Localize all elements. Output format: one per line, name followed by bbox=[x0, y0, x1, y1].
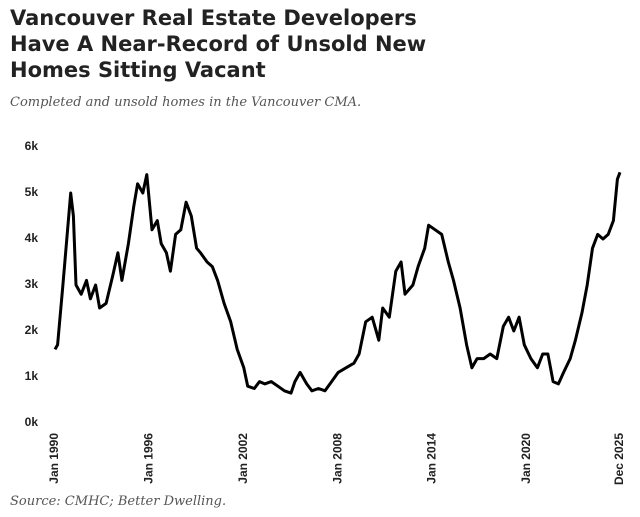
x-tick-label: Jan 2014 bbox=[425, 433, 439, 484]
chart-subtitle: Completed and unsold homes in the Vancou… bbox=[10, 95, 361, 110]
y-tick-label: 5k bbox=[25, 185, 39, 199]
y-tick-label: 6k bbox=[25, 139, 39, 153]
y-tick-label: 0k bbox=[25, 415, 39, 429]
chart-title: Homes Sitting Vacant bbox=[10, 58, 266, 82]
chart-source: Source: CMHC; Better Dwelling. bbox=[10, 494, 226, 509]
chart-title: Have A Near-Record of Unsold New bbox=[10, 32, 426, 56]
y-tick-label: 4k bbox=[25, 231, 39, 245]
chart-title: Vancouver Real Estate Developers bbox=[10, 6, 417, 30]
data-line bbox=[53, 171, 622, 395]
x-tick-label: Jan 2002 bbox=[236, 433, 250, 484]
y-tick-label: 2k bbox=[25, 323, 39, 337]
x-tick-label: Dec 2025 bbox=[612, 433, 626, 485]
y-tick-label: 1k bbox=[25, 369, 39, 383]
y-tick-label: 3k bbox=[25, 277, 39, 291]
x-tick-label: Jan 2008 bbox=[330, 433, 344, 484]
x-tick-label: Jan 2020 bbox=[519, 433, 533, 484]
x-tick-label: Jan 1990 bbox=[47, 433, 61, 484]
x-tick-label: Jan 1996 bbox=[142, 433, 156, 484]
